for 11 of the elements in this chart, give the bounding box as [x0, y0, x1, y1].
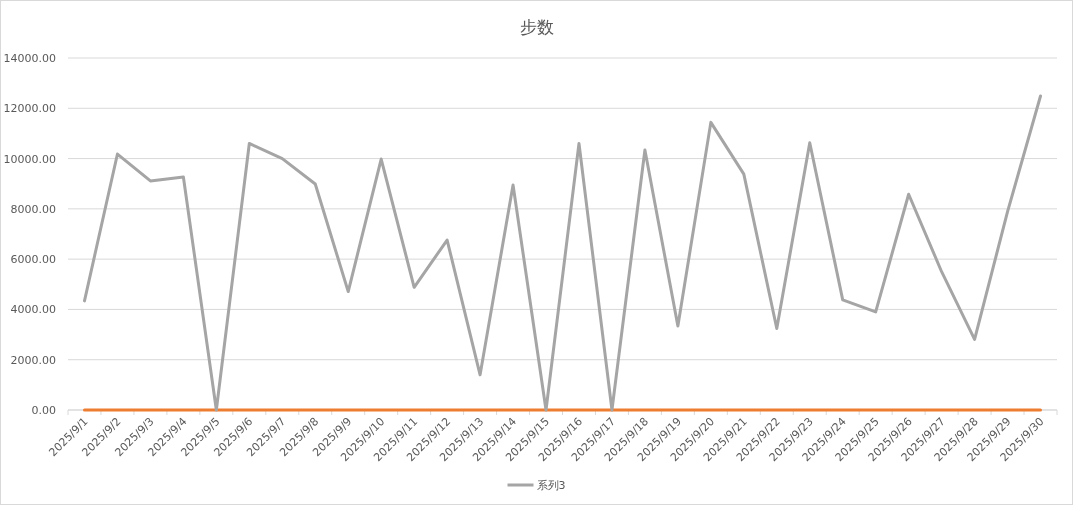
line-series — [82, 94, 1043, 412]
y-tick-label: 6000.00 — [10, 253, 56, 267]
y-tick-label: 4000.00 — [10, 303, 56, 317]
y-tick-label: 10000.00 — [3, 152, 56, 166]
y-tick-label: 0.00 — [31, 404, 56, 417]
y-tick-label: 14000.00 — [3, 52, 56, 65]
legend-label: 系列3 — [536, 479, 566, 492]
chart-title: 步数 — [519, 17, 554, 37]
y-tick-label: 8000.00 — [10, 202, 56, 216]
y-tick-label: 12000.00 — [3, 102, 56, 116]
y-tick-label: 2000.00 — [10, 353, 56, 367]
